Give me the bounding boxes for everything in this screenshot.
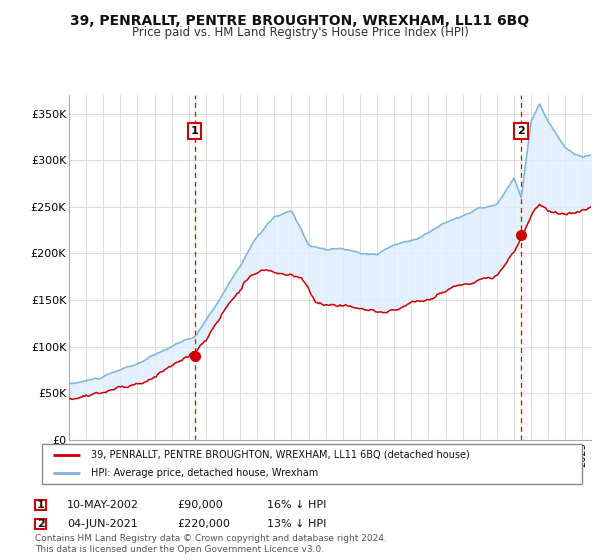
FancyBboxPatch shape xyxy=(42,444,582,484)
FancyBboxPatch shape xyxy=(35,500,46,510)
Text: 13% ↓ HPI: 13% ↓ HPI xyxy=(267,519,326,529)
Text: 2: 2 xyxy=(517,127,525,137)
Text: HPI: Average price, detached house, Wrexham: HPI: Average price, detached house, Wrex… xyxy=(91,468,318,478)
FancyBboxPatch shape xyxy=(35,519,46,529)
Text: 16% ↓ HPI: 16% ↓ HPI xyxy=(267,500,326,510)
Text: 2: 2 xyxy=(37,519,44,529)
Text: 39, PENRALLT, PENTRE BROUGHTON, WREXHAM, LL11 6BQ: 39, PENRALLT, PENTRE BROUGHTON, WREXHAM,… xyxy=(70,14,530,28)
Text: Contains HM Land Registry data © Crown copyright and database right 2024.
This d: Contains HM Land Registry data © Crown c… xyxy=(35,534,386,554)
Text: £90,000: £90,000 xyxy=(177,500,223,510)
Text: Price paid vs. HM Land Registry's House Price Index (HPI): Price paid vs. HM Land Registry's House … xyxy=(131,26,469,39)
Text: 10-MAY-2002: 10-MAY-2002 xyxy=(67,500,139,510)
Text: 39, PENRALLT, PENTRE BROUGHTON, WREXHAM, LL11 6BQ (detached house): 39, PENRALLT, PENTRE BROUGHTON, WREXHAM,… xyxy=(91,450,469,460)
Text: £220,000: £220,000 xyxy=(177,519,230,529)
Text: 04-JUN-2021: 04-JUN-2021 xyxy=(67,519,138,529)
Text: 1: 1 xyxy=(191,127,199,137)
Text: 1: 1 xyxy=(37,500,44,510)
